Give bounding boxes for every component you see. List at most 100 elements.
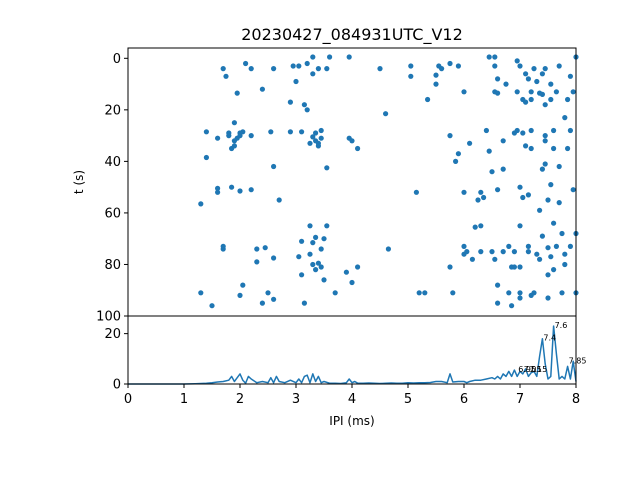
raster-point-64 (318, 246, 324, 252)
raster-point-75 (318, 127, 324, 134)
raster-point-191 (545, 197, 551, 203)
raster-point-33 (259, 300, 265, 306)
raster-point-46 (287, 99, 293, 105)
raster-point-74 (307, 223, 313, 229)
raster-point-1 (198, 201, 204, 207)
raster-point-199 (551, 267, 557, 273)
raster-point-114 (464, 249, 470, 255)
raster-point-110 (461, 243, 467, 249)
raster-point-25 (240, 282, 246, 288)
raster-point-50 (299, 129, 305, 135)
raster-point-28 (248, 66, 254, 72)
raster-point-124 (486, 148, 492, 154)
raster-point-194 (548, 182, 554, 188)
histogram-x-tick-label-5: 5 (404, 392, 412, 407)
raster-point-109 (455, 63, 461, 69)
raster-point-81 (310, 54, 316, 60)
raster-point-20 (240, 129, 246, 135)
peak-labels: 7.6 7.4 7.85 6.957.157.05 (518, 321, 586, 374)
raster-point-48 (299, 272, 305, 278)
raster-point-115 (467, 140, 473, 146)
raster-y-ticks: 0 20 40 60 80 100 (96, 52, 128, 325)
raster-point-62 (315, 66, 321, 72)
raster-point-192 (548, 81, 554, 87)
raster-point-204 (556, 200, 562, 206)
raster-point-107 (453, 158, 459, 164)
histogram-y-tick-label-0: 0 (113, 378, 121, 393)
raster-point-141 (506, 290, 512, 296)
raster-point-207 (562, 261, 568, 268)
raster-point-105 (447, 264, 453, 270)
raster-point-196 (551, 220, 557, 226)
raster-point-139 (500, 249, 506, 255)
raster-point-127 (489, 249, 495, 255)
histogram-x-tick-label-3: 3 (292, 392, 300, 407)
chart-title: 20230427_084931UTC_V12 (241, 25, 463, 45)
raster-point-11 (223, 73, 229, 79)
raster-point-43 (287, 129, 293, 135)
raster-point-123 (483, 127, 489, 134)
raster-point-122 (481, 194, 487, 201)
raster-point-134 (495, 282, 501, 288)
raster-point-183 (542, 138, 548, 144)
peak-label-0: 7.6 (555, 321, 568, 330)
raster-point-151 (517, 184, 523, 190)
raster-point-118 (475, 197, 481, 203)
raster-point-211 (565, 145, 571, 152)
raster-point-59 (313, 130, 319, 136)
raster-point-206 (559, 230, 565, 237)
raster-point-61 (310, 261, 316, 268)
histogram-y-tick-label-1: 20 (104, 327, 121, 342)
raster-point-135 (492, 54, 498, 60)
raster-point-5 (215, 135, 221, 141)
peak-label-3: 6.95 (518, 365, 536, 374)
raster-point-23 (234, 90, 240, 96)
raster-y-tick-label-2: 40 (104, 155, 121, 170)
raster-point-55 (304, 60, 310, 67)
raster-point-29 (248, 133, 254, 139)
raster-point-42 (276, 197, 282, 203)
raster-point-45 (293, 78, 299, 85)
raster-point-94 (408, 73, 414, 79)
raster-point-126 (489, 169, 495, 175)
raster-axes: 0 20 40 60 80 100 t (s) (72, 47, 579, 325)
raster-point-82 (307, 140, 313, 146)
histogram-x-tick-label-4: 4 (348, 392, 356, 407)
raster-point-78 (321, 236, 327, 242)
raster-point-34 (259, 86, 265, 92)
raster-point-0 (198, 290, 204, 296)
raster-point-157 (520, 194, 526, 201)
raster-point-180 (539, 71, 546, 77)
raster-point-208 (562, 251, 568, 257)
raster-point-136 (495, 90, 501, 96)
raster-point-67 (315, 143, 321, 149)
raster-point-88 (355, 264, 361, 270)
raster-point-215 (570, 187, 576, 193)
raster-point-32 (254, 246, 260, 252)
raster-point-178 (537, 207, 543, 213)
raster-point-76 (327, 54, 333, 60)
raster-point-70 (324, 223, 330, 229)
raster-point-80 (296, 63, 302, 69)
raster-point-9 (220, 243, 226, 249)
raster-point-165 (525, 243, 532, 249)
raster-point-185 (542, 102, 548, 108)
raster-point-10 (220, 66, 226, 72)
raster-point-3 (203, 154, 209, 161)
raster-point-174 (534, 78, 540, 85)
raster-point-173 (531, 66, 537, 72)
raster-point-47 (290, 63, 296, 69)
raster-point-99 (433, 72, 439, 78)
raster-point-7 (215, 185, 221, 191)
raster-point-155 (517, 295, 523, 301)
raster-point-89 (355, 145, 361, 152)
raster-point-128 (492, 256, 498, 262)
raster-point-160 (523, 71, 529, 77)
raster-point-31 (254, 259, 260, 265)
raster-point-97 (422, 290, 428, 296)
raster-point-133 (495, 300, 501, 306)
raster-point-24 (231, 143, 237, 149)
raster-point-146 (511, 264, 517, 270)
